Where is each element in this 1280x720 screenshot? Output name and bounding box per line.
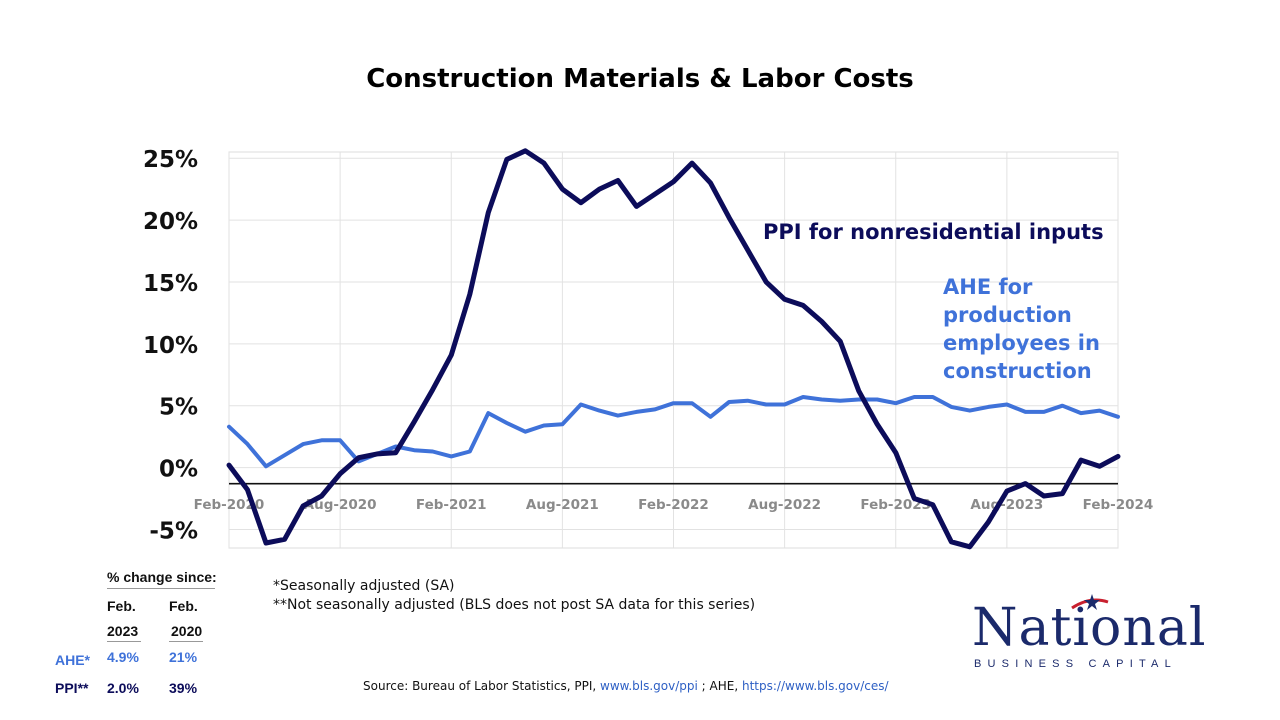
percent-change-table: % change since: Feb. Feb. 2023 2020 AHE*…: [0, 0, 260, 720]
logo-star-icon: [1071, 594, 1109, 610]
source-link-ces[interactable]: https://www.bls.gov/ces/: [741, 679, 889, 693]
ppi-row-feb2020: 39%: [169, 680, 198, 696]
x-tick-label: Feb-2020: [194, 497, 265, 513]
y-tick-label: 0%: [159, 457, 198, 483]
x-tick-label: Aug-2020: [304, 497, 377, 513]
ppi-series-annotation: PPI for nonresidential inputs: [763, 220, 1104, 244]
chart-title: Construction Materials & Labor Costs: [366, 64, 914, 94]
footnote-nsa: **Not seasonally adjusted (BLS does not …: [273, 597, 756, 613]
col1-line1: Feb.: [107, 598, 136, 614]
ppi-row-feb2023: 2.0%: [107, 680, 139, 696]
y-tick-label: 15%: [143, 271, 198, 297]
y-tick-label: 10%: [143, 333, 198, 359]
pct-table-header: % change since:: [107, 569, 217, 585]
x-tick-label: Feb-2021: [416, 497, 487, 513]
x-tick-label: Aug-2021: [526, 497, 599, 513]
ahe-row-feb2020: 21%: [169, 649, 198, 665]
header-rule: [107, 588, 215, 589]
col2-line1: Feb.: [169, 598, 198, 614]
ppi-row-label: PPI**: [55, 680, 89, 696]
x-tick-label: Aug-2022: [748, 497, 821, 513]
col1-rule: [107, 641, 141, 642]
ahe-row-label: AHE*: [55, 652, 91, 668]
x-tick-label: Aug-2023: [970, 497, 1043, 513]
x-tick-label: Feb-2023: [860, 497, 931, 513]
ahe-series-annotation: AHE for production employees in construc…: [943, 275, 1100, 383]
national-business-capital-logo: National BUSINESS CAPITAL: [966, 590, 1216, 680]
y-axis-tick-labels: 25% 20% 15% 10% 5% 0% -5%: [143, 147, 198, 544]
footnotes: *Seasonally adjusted (SA) **Not seasonal…: [273, 577, 755, 615]
footnote-sa: *Seasonally adjusted (SA): [273, 578, 455, 594]
y-tick-label: 25%: [143, 147, 198, 173]
col2-line2: 2020: [171, 623, 203, 639]
y-tick-label: 20%: [143, 209, 198, 235]
source-middle: ; AHE,: [697, 679, 742, 693]
col1-line2: 2023: [107, 623, 139, 639]
series-lines: [226, 148, 1121, 550]
source-line: Source: Bureau of Labor Statistics, PPI,…: [363, 679, 889, 693]
source-link-ppi[interactable]: www.bls.gov/ppi: [600, 679, 698, 693]
col2-rule: [169, 641, 203, 642]
ppi-series-line: [226, 148, 1121, 550]
x-tick-label: Feb-2022: [638, 497, 709, 513]
x-axis-tick-labels: Feb-2020 Aug-2020 Feb-2021 Aug-2021 Feb-2022…: [194, 497, 1154, 513]
logo-wordmark: National: [972, 598, 1207, 658]
y-tick-label: -5%: [149, 518, 198, 544]
source-prefix: Source: Bureau of Labor Statistics, PPI,: [363, 679, 600, 693]
ahe-row-feb2023: 4.9%: [107, 649, 139, 665]
logo-subtitle: BUSINESS CAPITAL: [974, 658, 1177, 670]
y-tick-label: 5%: [159, 395, 198, 421]
x-tick-label: Feb-2024: [1083, 497, 1154, 513]
